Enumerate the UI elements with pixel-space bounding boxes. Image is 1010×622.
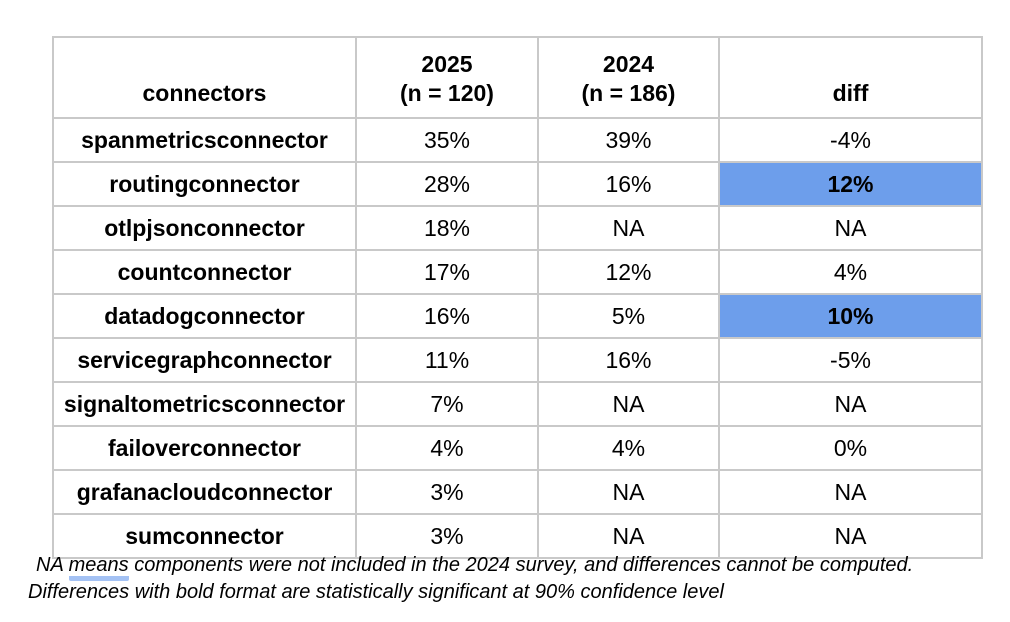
pct-2024-cell: 4% (537, 425, 720, 471)
column-header-diff-label: diff (832, 80, 869, 106)
diff-cell: NA (718, 469, 983, 515)
column-header-diff: diff (718, 36, 983, 119)
pct-2024-cell: 5% (537, 293, 720, 339)
header-row: connectors 2025 (n = 120) 2024 (n = 186)… (52, 36, 983, 119)
pct-2024-cell: NA (537, 513, 720, 559)
connector-name-cell: grafanacloudconnector (52, 469, 357, 515)
pct-2025-cell: 18% (355, 205, 539, 251)
connector-name-cell: failoverconnector (52, 425, 357, 471)
column-header-connectors-label: connectors (142, 80, 267, 106)
table-row: otlpjsonconnector 18% NA NA (52, 205, 983, 251)
pct-2025-cell: 3% (355, 513, 539, 559)
connector-name-cell: sumconnector (52, 513, 357, 559)
footnote-line-2: Differences with bold format are statist… (28, 581, 724, 603)
connector-name-cell: countconnector (52, 249, 357, 295)
pct-2024-cell: 12% (537, 249, 720, 295)
pct-2024-cell: 39% (537, 117, 720, 163)
pct-2025-cell: 3% (355, 469, 539, 515)
column-header-2025: 2025 (n = 120) (355, 36, 539, 119)
column-header-connectors: connectors (52, 36, 357, 119)
diff-cell: NA (718, 513, 983, 559)
pct-2025-cell: 17% (355, 249, 539, 295)
pct-2025-cell: 11% (355, 337, 539, 383)
diff-cell: 10% (718, 293, 983, 339)
connector-name-cell: signaltometricsconnector (52, 381, 357, 427)
pct-2025-cell: 7% (355, 381, 539, 427)
column-header-2025-label: 2025 (421, 51, 473, 77)
connector-name-cell: routingconnector (52, 161, 357, 207)
pct-2025-cell: 4% (355, 425, 539, 471)
footnote: NA means components were not included in… (28, 552, 1003, 606)
table-row: routingconnector 28% 16% 12% (52, 161, 983, 207)
diff-cell: 12% (718, 161, 983, 207)
table-header: connectors 2025 (n = 120) 2024 (n = 186)… (52, 36, 983, 119)
footnote-line-1-rest: components were not included in the 2024… (128, 554, 914, 576)
connector-name-cell: spanmetricsconnector (52, 117, 357, 163)
diff-cell: 0% (718, 425, 983, 471)
footnote-line-1: NA means components were not included in… (28, 552, 1003, 581)
pct-2025-cell: 16% (355, 293, 539, 339)
pct-2025-cell: 28% (355, 161, 539, 207)
column-header-2024-sublabel: (n = 186) (581, 80, 676, 106)
connector-name-cell: datadogconnector (52, 293, 357, 339)
column-header-2024-label: 2024 (602, 51, 655, 77)
diff-cell: -5% (718, 337, 983, 383)
diff-cell: NA (718, 205, 983, 251)
column-header-2024: 2024 (n = 186) (537, 36, 720, 119)
table-row: datadogconnector 16% 5% 10% (52, 293, 983, 339)
table-row: spanmetricsconnector 35% 39% -4% (52, 117, 983, 163)
diff-cell: 4% (718, 249, 983, 295)
diff-cell: -4% (718, 117, 983, 163)
connector-name-cell: servicegraphconnector (52, 337, 357, 383)
table-body: spanmetricsconnector 35% 39% -4% routingconn… (52, 117, 983, 559)
pct-2024-cell: 16% (537, 337, 720, 383)
table-row: countconnector 17% 12% 4% (52, 249, 983, 295)
pct-2025-cell: 35% (355, 117, 539, 163)
footnote-na-prefix: NA (36, 554, 69, 576)
table-row: sumconnector 3% NA NA (52, 513, 983, 559)
pct-2024-cell: 16% (537, 161, 720, 207)
table-row: failoverconnector 4% 4% 0% (52, 425, 983, 471)
table-row: servicegraphconnector 11% 16% -5% (52, 337, 983, 383)
table-row: signaltometricsconnector 7% NA NA (52, 381, 983, 427)
diff-cell: NA (718, 381, 983, 427)
pct-2024-cell: NA (537, 381, 720, 427)
footnote-underlined-word: means (68, 554, 129, 581)
connector-name-cell: otlpjsonconnector (52, 205, 357, 251)
column-header-2025-sublabel: (n = 120) (400, 80, 494, 106)
pct-2024-cell: NA (537, 205, 720, 251)
pct-2024-cell: NA (537, 469, 720, 515)
connectors-table: connectors 2025 (n = 120) 2024 (n = 186)… (52, 36, 983, 559)
table-row: grafanacloudconnector 3% NA NA (52, 469, 983, 515)
